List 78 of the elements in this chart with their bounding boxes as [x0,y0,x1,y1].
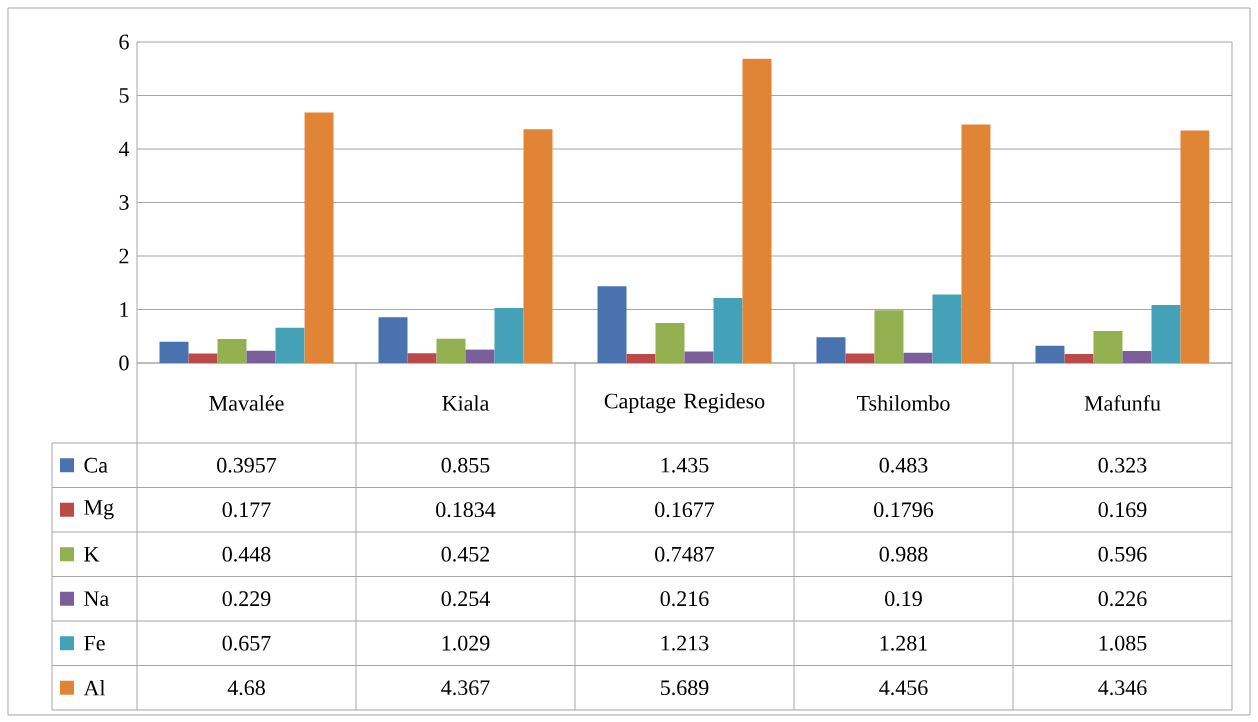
y-tick-label: 3 [119,195,129,210]
bar [523,129,553,363]
data-label: 0.988 [879,546,928,562]
data-label: 4.346 [1098,680,1147,696]
data-label: 0.596 [1098,546,1147,562]
y-tick-label: 6 [119,34,129,50]
data-label: 0.3957 [217,457,277,473]
bar [597,286,627,363]
bar [1151,304,1181,363]
data-label: 4.367 [441,680,490,696]
x-tick-label: Tshilombo [857,395,950,411]
bar [1064,353,1094,363]
data-label: 1.029 [442,635,490,651]
bar [961,124,991,363]
x-tick-label: Mafunfu [1084,395,1161,411]
bar [378,317,408,363]
data-label: 0.216 [660,591,709,607]
bar [874,310,904,363]
bar [1093,331,1123,363]
data-label: 5.689 [661,680,709,696]
y-tick-label: 1 [120,302,129,317]
bar [188,353,218,363]
data-label: 0.7487 [655,546,715,562]
bar [436,338,466,363]
data-label: 0.483 [879,457,928,473]
data-label: 4.456 [879,680,928,696]
bar [626,354,656,363]
bar [275,327,305,363]
bar [159,341,189,363]
y-tick-label: 4 [118,141,130,157]
bar [742,58,772,363]
data-label: 0.19 [885,591,922,607]
data-label: 0.1834 [436,502,496,518]
x-tick-label: Mavalée [209,395,284,411]
bar [1180,130,1210,363]
y-tick-label: 5 [119,88,129,103]
legend-label: Al [83,680,106,696]
data-label: 0.169 [1098,502,1147,518]
bar [713,298,743,363]
bar [655,322,685,363]
bar [1035,345,1065,363]
bar [1122,350,1152,363]
bar [903,352,933,363]
data-label: 0.226 [1098,591,1147,607]
legend-label: Ca [84,457,108,473]
data-label: 0.177 [222,502,271,518]
y-tick-label: 0 [119,355,129,371]
legend-label: Mg [84,500,114,520]
bar [845,353,875,363]
data-label: 1.213 [661,635,709,651]
data-label: 1.281 [880,635,927,651]
y-tick-label: 2 [119,248,129,264]
bar [932,294,962,363]
x-tick-label: Captage Regideso [604,392,765,413]
bar [494,307,524,363]
data-label: 0.1677 [655,502,715,518]
x-tick-label: Kiala [442,395,490,411]
data-label: 0.448 [222,546,271,562]
bar [246,350,276,363]
bar [684,351,714,363]
data-label: 0.657 [222,635,271,651]
bar [217,339,247,363]
legend-label: Fe [84,635,105,651]
legend-label: Na [84,591,109,607]
data-label: 1.435 [661,457,709,473]
bar [816,337,846,363]
data-label: 4.68 [227,680,265,696]
data-label: 0.229 [222,591,271,607]
bar [465,349,495,363]
data-label: 0.323 [1098,457,1147,473]
data-label: 0.855 [441,457,490,473]
bar [304,112,334,363]
data-label: 0.1796 [874,502,934,518]
data-label: 1.085 [1099,635,1147,651]
data-label: 0.452 [441,546,490,562]
data-label: 0.254 [441,591,490,607]
bar [407,353,437,363]
legend-label: K [84,547,100,562]
